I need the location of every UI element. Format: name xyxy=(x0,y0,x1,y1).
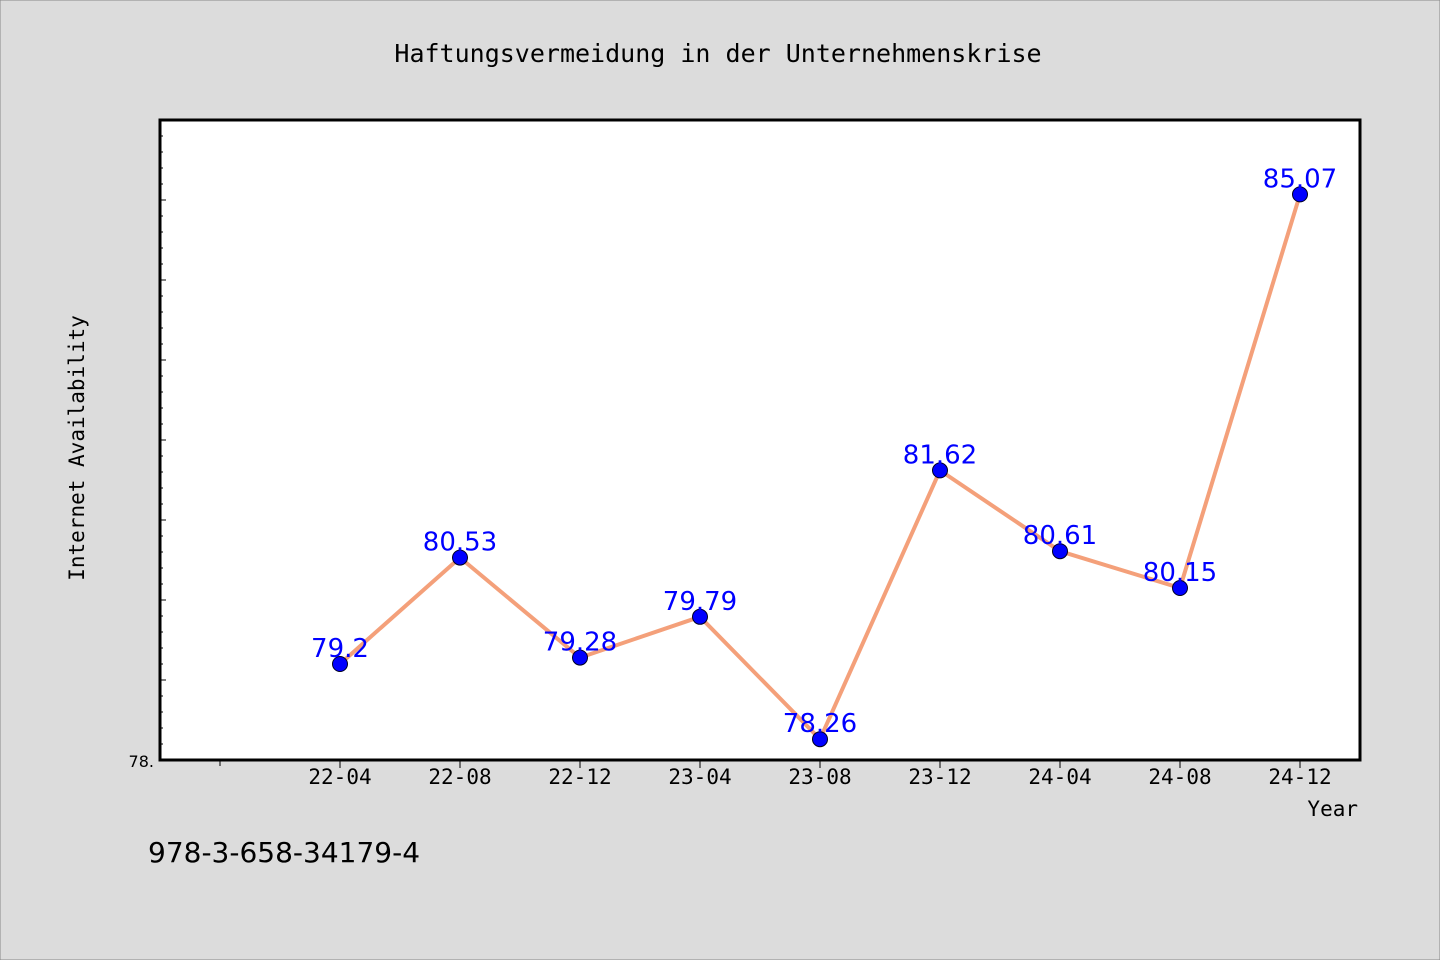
data-label: 79.2 xyxy=(311,634,369,664)
data-label: 80.15 xyxy=(1143,558,1217,588)
plot-area xyxy=(158,118,1362,762)
x-tick-label: 23-04 xyxy=(668,765,731,789)
x-tick-label: 22-04 xyxy=(308,765,371,789)
x-tick-label: 24-04 xyxy=(1028,765,1091,789)
x-axis-ticks: 22-04 22-08 22-12 23-04 23-08 23-12 24-04 24-08… xyxy=(219,760,1332,789)
data-point xyxy=(812,731,828,748)
y-axis-label: Internet Availability xyxy=(65,315,89,581)
data-point xyxy=(1172,580,1188,596)
x-tick-label: 24-08 xyxy=(1148,765,1211,789)
y-tick-label-min: 78. xyxy=(129,752,154,771)
data-point xyxy=(452,549,468,566)
data-point xyxy=(1052,543,1068,560)
x-tick-label: 22-08 xyxy=(428,765,491,789)
isbn-annotation: 978-3-658-34179-4 xyxy=(148,836,420,869)
data-point xyxy=(332,656,348,672)
data-label: 78.26 xyxy=(783,709,857,739)
data-label: 85.07 xyxy=(1263,164,1337,194)
x-tick-label: 23-12 xyxy=(908,765,971,789)
data-label: 80.53 xyxy=(423,528,497,558)
data-label: 79.28 xyxy=(543,628,617,658)
data-point xyxy=(932,462,948,479)
data-label: 79.79 xyxy=(663,587,737,617)
chart-title: Haftungsvermeidung in der Unternehmenskr… xyxy=(394,39,1041,68)
data-point xyxy=(692,608,708,625)
data-point xyxy=(1292,186,1308,203)
x-tick-label: 24-12 xyxy=(1268,765,1331,789)
x-tick-label: 22-12 xyxy=(548,765,611,789)
y-axis-ticks xyxy=(160,119,166,761)
data-point xyxy=(572,649,588,666)
data-label: 80.61 xyxy=(1023,521,1097,551)
x-axis-label: Year xyxy=(1307,797,1358,821)
x-tick-label: 23-08 xyxy=(788,765,851,789)
data-label: 81.62 xyxy=(903,440,977,470)
series-group: 79.2 80.53 79.28 79.79 78.26 81.62 80.61 80.15 8… xyxy=(311,164,1337,748)
